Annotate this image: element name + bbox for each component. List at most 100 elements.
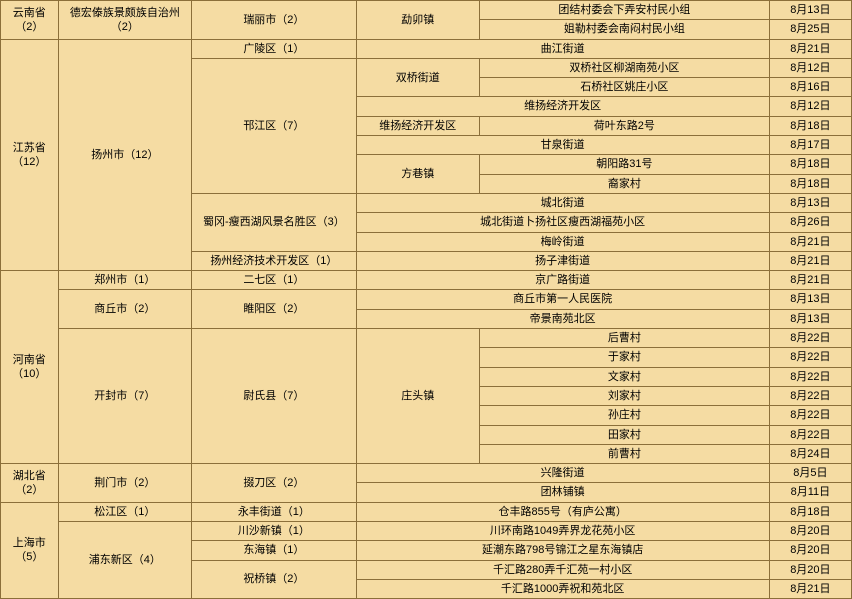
table-cell: 8月22日 — [769, 367, 851, 386]
table-cell: 8月13日 — [769, 193, 851, 212]
table-cell: 扬州经济技术开发区（1） — [192, 251, 356, 270]
table-cell: 睢阳区（2） — [192, 290, 356, 329]
table-cell: 前曹村 — [479, 444, 769, 463]
table-cell: 8月13日 — [769, 309, 851, 328]
table-cell: 曲江街道 — [356, 39, 769, 58]
table-cell: 祝桥镇（2） — [192, 560, 356, 599]
table-cell: 8月26日 — [769, 213, 851, 232]
table-cell: 蜀冈-瘦西湖风景名胜区（3） — [192, 193, 356, 251]
table-cell: 于家村 — [479, 348, 769, 367]
table-cell: 浦东新区（4） — [58, 522, 192, 599]
table-cell: 江苏省（12） — [1, 39, 59, 271]
table-cell: 8月22日 — [769, 406, 851, 425]
table-row: 开封市（7）尉氏县（7）庄头镇后曹村8月22日 — [1, 329, 852, 348]
table-cell: 扬子津街道 — [356, 251, 769, 270]
table-body: 云南省（2）德宏傣族景颇族自治州（2）瑞丽市（2）勐卯镇团结村委会下弄安村民小组… — [1, 1, 852, 599]
table-cell: 8月21日 — [769, 232, 851, 251]
table-cell: 维扬经济开发区 — [356, 97, 769, 116]
table-cell: 城北街道卜扬社区瘦西湖福苑小区 — [356, 213, 769, 232]
table-cell: 勐卯镇 — [356, 1, 479, 40]
table-cell: 8月18日 — [769, 174, 851, 193]
table-cell: 8月18日 — [769, 155, 851, 174]
table-row: 河南省（10）郑州市（1）二七区（1）京广路街道8月21日 — [1, 271, 852, 290]
table-cell: 帝景南苑北区 — [356, 309, 769, 328]
table-cell: 掇刀区（2） — [192, 464, 356, 503]
table-cell: 8月17日 — [769, 136, 851, 155]
table-cell: 8月22日 — [769, 425, 851, 444]
table-cell: 扬州市（12） — [58, 39, 192, 271]
table-cell: 8月24日 — [769, 444, 851, 463]
table-cell: 孙庄村 — [479, 406, 769, 425]
table-cell: 德宏傣族景颇族自治州（2） — [58, 1, 192, 40]
table-cell: 甘泉街道 — [356, 136, 769, 155]
table-cell: 开封市（7） — [58, 329, 192, 464]
table-cell: 8月22日 — [769, 386, 851, 405]
table-cell: 8月18日 — [769, 116, 851, 135]
table-cell: 8月12日 — [769, 58, 851, 77]
table-cell: 后曹村 — [479, 329, 769, 348]
table-cell: 广陵区（1） — [192, 39, 356, 58]
table-cell: 8月5日 — [769, 464, 851, 483]
table-row: 湖北省（2）荆门市（2）掇刀区（2）兴隆街道8月5日 — [1, 464, 852, 483]
table-row: 浦东新区（4）川沙新镇（1）川环南路1049弄界龙花苑小区8月20日 — [1, 522, 852, 541]
table-cell: 8月12日 — [769, 97, 851, 116]
table-row: 商丘市（2）睢阳区（2）商丘市第一人民医院8月13日 — [1, 290, 852, 309]
table-cell: 石桥社区姚庄小区 — [479, 78, 769, 97]
table-cell: 朝阳路31号 — [479, 155, 769, 174]
table-cell: 城北街道 — [356, 193, 769, 212]
table-cell: 双桥街道 — [356, 58, 479, 97]
table-cell: 8月11日 — [769, 483, 851, 502]
table-cell: 千汇路1000弄祝和苑北区 — [356, 579, 769, 598]
table-cell: 田家村 — [479, 425, 769, 444]
table-cell: 商丘市第一人民医院 — [356, 290, 769, 309]
table-cell: 邗江区（7） — [192, 58, 356, 193]
table-cell: 团结村委会下弄安村民小组 — [479, 1, 769, 20]
table-cell: 尉氏县（7） — [192, 329, 356, 464]
table-cell: 东海镇（1） — [192, 541, 356, 560]
table-cell: 8月20日 — [769, 560, 851, 579]
table-cell: 刘家村 — [479, 386, 769, 405]
table-cell: 仓丰路855号（有庐公寓） — [356, 502, 769, 521]
table-cell: 永丰街道（1） — [192, 502, 356, 521]
table-cell: 姐勒村委会南闷村民小组 — [479, 20, 769, 39]
table-cell: 8月25日 — [769, 20, 851, 39]
table-cell: 松江区（1） — [58, 502, 192, 521]
table-cell: 湖北省（2） — [1, 464, 59, 503]
table-cell: 8月20日 — [769, 541, 851, 560]
table-cell: 8月21日 — [769, 251, 851, 270]
table-cell: 二七区（1） — [192, 271, 356, 290]
epidemic-table: 云南省（2）德宏傣族景颇族自治州（2）瑞丽市（2）勐卯镇团结村委会下弄安村民小组… — [0, 0, 852, 599]
table-row: 云南省（2）德宏傣族景颇族自治州（2）瑞丽市（2）勐卯镇团结村委会下弄安村民小组… — [1, 1, 852, 20]
table-cell: 川沙新镇（1） — [192, 522, 356, 541]
table-cell: 云南省（2） — [1, 1, 59, 40]
table-cell: 8月21日 — [769, 271, 851, 290]
table-row: 上海市（5）松江区（1）永丰街道（1）仓丰路855号（有庐公寓）8月18日 — [1, 502, 852, 521]
table-cell: 8月18日 — [769, 502, 851, 521]
table-cell: 8月22日 — [769, 329, 851, 348]
table-cell: 京广路街道 — [356, 271, 769, 290]
table-cell: 裔家村 — [479, 174, 769, 193]
table-cell: 上海市（5） — [1, 502, 59, 598]
table-cell: 郑州市（1） — [58, 271, 192, 290]
table-cell: 瑞丽市（2） — [192, 1, 356, 40]
table-cell: 双桥社区柳湖南苑小区 — [479, 58, 769, 77]
table-cell: 荆门市（2） — [58, 464, 192, 503]
table-cell: 8月13日 — [769, 1, 851, 20]
table-cell: 商丘市（2） — [58, 290, 192, 329]
table-cell: 兴隆街道 — [356, 464, 769, 483]
table-cell: 8月22日 — [769, 348, 851, 367]
table-cell: 团林铺镇 — [356, 483, 769, 502]
table-cell: 千汇路280弄千汇苑一村小区 — [356, 560, 769, 579]
table-cell: 河南省（10） — [1, 271, 59, 464]
table-cell: 文家村 — [479, 367, 769, 386]
table-cell: 荷叶东路2号 — [479, 116, 769, 135]
table-cell: 8月21日 — [769, 39, 851, 58]
table-cell: 庄头镇 — [356, 329, 479, 464]
table-cell: 8月16日 — [769, 78, 851, 97]
table-cell: 延潮东路798号锦江之星东海镇店 — [356, 541, 769, 560]
table-row: 江苏省（12）扬州市（12）广陵区（1）曲江街道8月21日 — [1, 39, 852, 58]
table-cell: 8月20日 — [769, 522, 851, 541]
table-cell: 梅岭街道 — [356, 232, 769, 251]
table-cell: 8月21日 — [769, 579, 851, 598]
table-cell: 川环南路1049弄界龙花苑小区 — [356, 522, 769, 541]
